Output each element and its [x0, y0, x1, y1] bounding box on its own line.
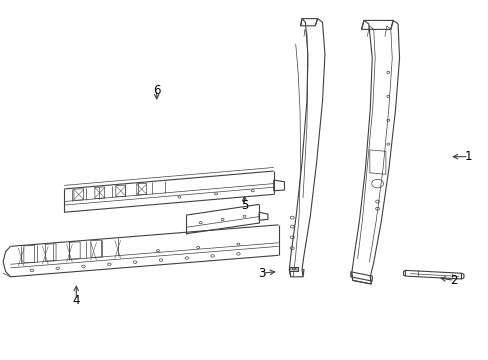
Text: 6: 6	[153, 84, 160, 97]
Text: 4: 4	[72, 294, 80, 307]
Text: 5: 5	[240, 199, 248, 212]
Text: 1: 1	[464, 150, 471, 163]
Text: 3: 3	[257, 267, 264, 280]
Text: 2: 2	[449, 274, 457, 287]
